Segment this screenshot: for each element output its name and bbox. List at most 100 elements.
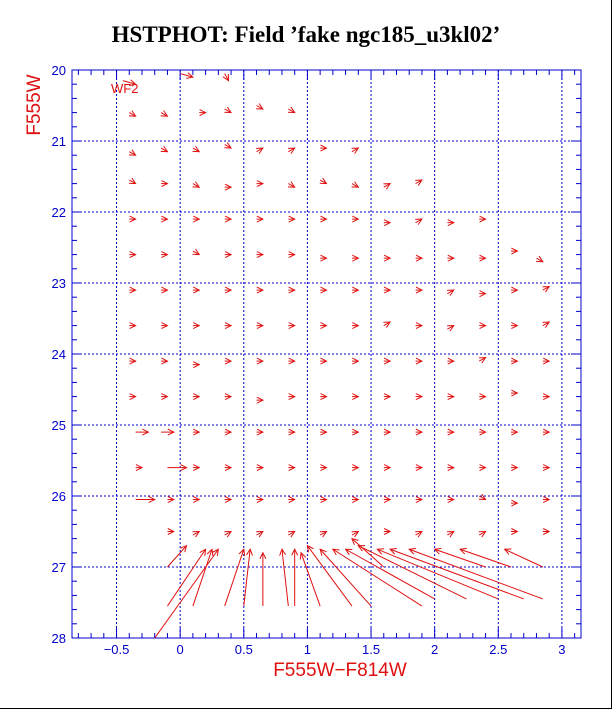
arrow-head (206, 548, 214, 556)
arrow-head (193, 464, 201, 472)
arrow-vector (351, 215, 360, 223)
arrow-head (415, 530, 423, 538)
arrow-shaft (129, 179, 136, 185)
arrow-head (542, 393, 551, 401)
arrow-shaft (319, 548, 372, 607)
y-tick-label: 28 (52, 631, 66, 646)
arrow-shaft (167, 548, 207, 607)
arrow-vector (129, 322, 137, 330)
arrow-head (128, 79, 137, 86)
arrow-head (320, 254, 328, 262)
arrow-vector (192, 464, 201, 472)
arrow-head (135, 464, 144, 472)
arrow-vector (128, 110, 137, 117)
arrow-vector (288, 286, 296, 294)
arrow-vector (180, 72, 194, 79)
arrow-vector (542, 286, 551, 293)
x-tick-label: 1.5 (362, 642, 380, 657)
arrow-vector (224, 251, 233, 259)
arrow-head (256, 215, 264, 223)
arrow-head (238, 548, 246, 556)
arrow-vector (288, 251, 296, 259)
arrow-head (161, 215, 169, 223)
arrow-shaft (288, 147, 295, 153)
arrow-vector (167, 548, 207, 607)
arrow-vector (128, 177, 137, 185)
arrow-head (415, 218, 423, 225)
arrow-vector (199, 109, 207, 117)
arrow-vector (357, 545, 467, 600)
arrow-head (193, 215, 201, 223)
chart-title: HSTPHOT: Field ’fake ngc185_u3kl02’ (111, 22, 501, 47)
arrow-shaft (167, 545, 187, 568)
arrow-shaft (192, 250, 200, 256)
arrow-vector (320, 393, 328, 401)
arrow-vector (299, 551, 321, 607)
arrow-head (511, 528, 519, 535)
arrow-vector (256, 428, 264, 436)
arrow-vector (224, 548, 246, 607)
arrow-vector (351, 357, 360, 365)
arrow-head (161, 286, 169, 294)
arrow-vector (415, 428, 424, 436)
arrow-head (199, 548, 207, 556)
arrow-shaft (256, 147, 264, 153)
arrow-head (542, 286, 551, 293)
arrow-vector (291, 548, 299, 607)
arrow-vector (192, 181, 201, 188)
arrow-head (320, 393, 328, 401)
arrow-vector (192, 215, 201, 223)
arrow-head (478, 493, 487, 501)
arrow-vector (447, 219, 455, 227)
arrow-head (192, 181, 201, 188)
arrow-head (383, 528, 392, 535)
arrow-vector (479, 290, 487, 298)
arrow-vector (447, 464, 455, 472)
x-tick-label: 0.5 (235, 642, 253, 657)
arrow-head (161, 357, 169, 365)
arrow-vector (129, 286, 137, 294)
arrow-vector (259, 551, 267, 607)
arrow-vector (536, 255, 544, 263)
arrow-vector (479, 464, 487, 472)
arrow-vector (256, 103, 264, 110)
y-tick-label: 23 (52, 276, 66, 291)
arrow-shaft (307, 545, 353, 607)
arrow-head (319, 530, 328, 538)
arrow-shaft (447, 325, 454, 330)
arrow-vector (224, 215, 233, 223)
arrow-head (415, 322, 424, 330)
arrow-head (511, 247, 519, 255)
arrow-vector (135, 428, 150, 436)
arrow-vector (511, 499, 519, 507)
arrow-head (352, 286, 360, 294)
arrow-vector (383, 464, 392, 472)
arrow-shaft (256, 531, 264, 536)
arrow-vector (306, 544, 353, 607)
arrow-shaft (351, 183, 359, 188)
arrow-head (352, 322, 360, 330)
arrow-vector (415, 286, 424, 294)
arrow-series (122, 72, 551, 639)
arrow-head (160, 110, 169, 117)
arrow-vector (383, 428, 392, 436)
arrow-shaft (256, 105, 264, 110)
arrow-vector (511, 464, 519, 472)
arrow-head (415, 393, 424, 401)
arrow-head (415, 286, 424, 294)
arrow-shaft (415, 531, 423, 536)
arrow-head (193, 496, 201, 503)
arrow-shaft (504, 548, 544, 568)
x-tick-label: 1 (304, 642, 311, 657)
arrow-vector (415, 218, 423, 225)
arrow-head (479, 215, 487, 223)
arrow-vector (135, 496, 156, 503)
arrow-shaft (409, 548, 543, 600)
arrow-shaft (154, 548, 219, 639)
arrow-head (256, 496, 264, 503)
arrow-head (542, 321, 551, 328)
arrow-vector (479, 215, 487, 223)
arrow-head (288, 393, 296, 401)
